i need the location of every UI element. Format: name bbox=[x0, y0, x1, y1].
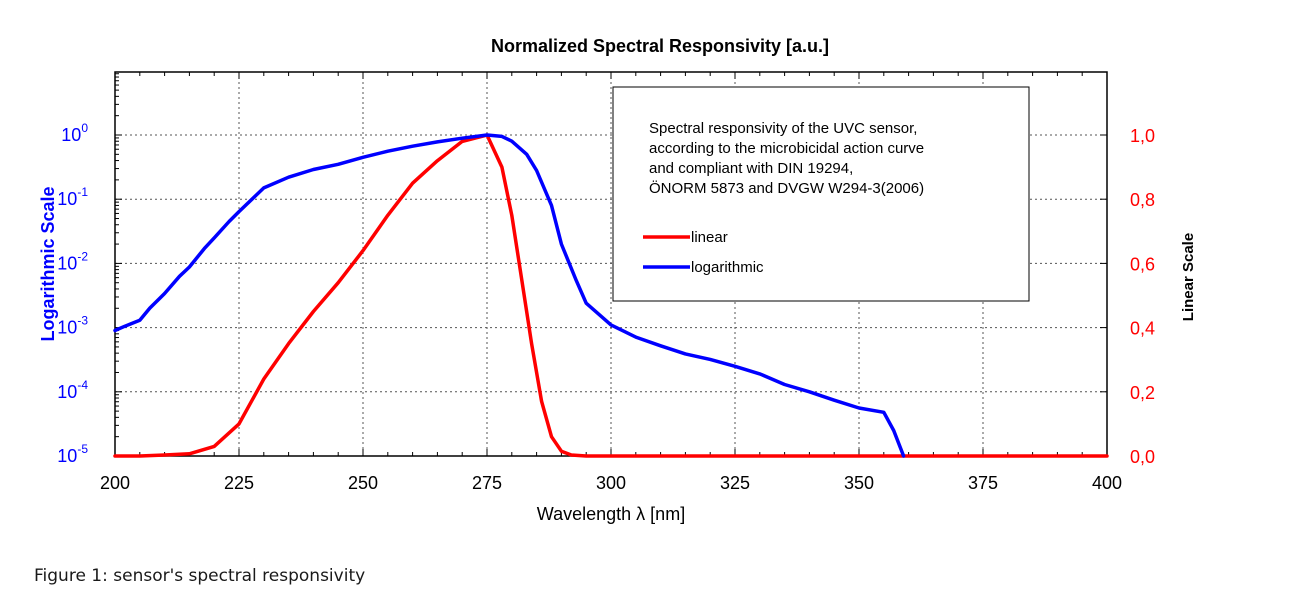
y-left-tick-label: 10-5 bbox=[57, 442, 88, 466]
x-tick-label: 375 bbox=[968, 473, 998, 493]
x-axis-label: Wavelength λ [nm] bbox=[537, 504, 685, 524]
x-tick-label: 275 bbox=[472, 473, 502, 493]
figure-caption: Figure 1: sensor's spectral responsivity bbox=[34, 566, 366, 586]
x-tick-label: 400 bbox=[1092, 473, 1122, 493]
y-right-tick-label: 0,2 bbox=[1130, 383, 1155, 403]
x-tick-label: 250 bbox=[348, 473, 378, 493]
y-left-tick-label: 100 bbox=[61, 121, 88, 145]
y-left-tick-label: 10-3 bbox=[57, 314, 88, 338]
x-tick-label: 200 bbox=[100, 473, 130, 493]
legend-entries: linear logarithmic bbox=[643, 229, 764, 276]
x-tick-label: 350 bbox=[844, 473, 874, 493]
x-tick-label: 325 bbox=[720, 473, 750, 493]
legend-text-line: according to the microbicidal action cur… bbox=[649, 140, 924, 157]
y-axis-label-left: Logarithmic Scale bbox=[38, 186, 58, 341]
series-line-linear bbox=[113, 133, 1109, 458]
legend-description: Spectral responsivity of the UVC sensor,… bbox=[649, 120, 924, 197]
y-left-tick-label: 10-2 bbox=[57, 249, 88, 273]
legend-label-logarithmic: logarithmic bbox=[691, 259, 764, 276]
series-layer bbox=[113, 133, 1109, 458]
series-line-logarithmic bbox=[113, 133, 906, 458]
tick-marks bbox=[114, 72, 1108, 457]
chart: Normalized Spectral Responsivity [a.u.] … bbox=[38, 36, 1197, 524]
y-right-tick-label: 0,0 bbox=[1130, 447, 1155, 467]
legend: Spectral responsivity of the UVC sensor,… bbox=[612, 86, 1030, 302]
y-right-tick-label: 0,8 bbox=[1130, 190, 1155, 210]
y-right-tick-label: 0,4 bbox=[1130, 319, 1155, 339]
y-axis-label-right: Linear Scale bbox=[1180, 233, 1197, 321]
chart-title: Normalized Spectral Responsivity [a.u.] bbox=[491, 36, 829, 56]
y-right-tick-label: 0,6 bbox=[1130, 254, 1155, 274]
legend-text-line: ÖNORM 5873 and DVGW W294-3(2006) bbox=[649, 179, 924, 197]
y-right-tick-label: 1,0 bbox=[1130, 126, 1155, 146]
tick-labels: 200 225 250 275 300 325 350 375 400 100 10-1 10-2 10… bbox=[57, 121, 1155, 493]
x-tick-label: 300 bbox=[596, 473, 626, 493]
y-left-tick-label: 10-1 bbox=[57, 185, 88, 209]
legend-text-line: Spectral responsivity of the UVC sensor, bbox=[649, 120, 917, 137]
legend-text-line: and compliant with DIN 19294, bbox=[649, 160, 853, 177]
legend-label-linear: linear bbox=[691, 229, 728, 246]
x-tick-label: 225 bbox=[224, 473, 254, 493]
y-left-tick-label: 10-4 bbox=[57, 378, 88, 402]
